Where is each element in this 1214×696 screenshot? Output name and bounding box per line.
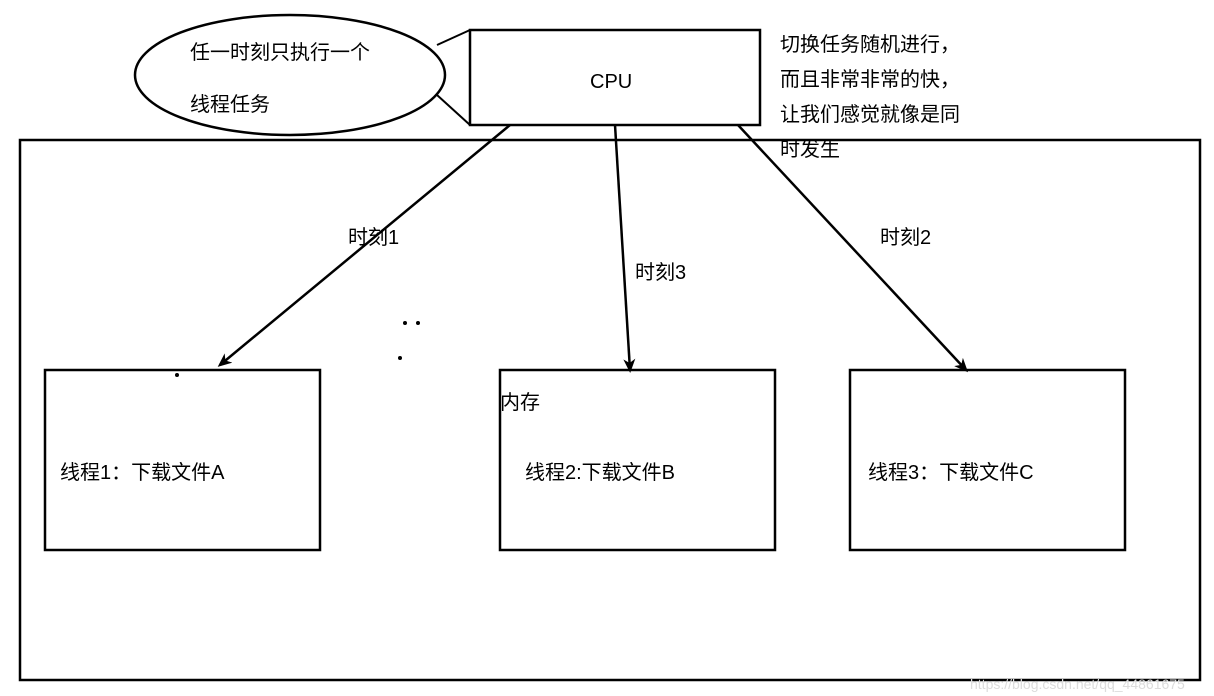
ellipse-note-line1: 任一时刻只执行一个 xyxy=(190,36,370,65)
stray-dot-2 xyxy=(398,356,402,360)
ellipse-note-line2: 线程任务 xyxy=(190,88,270,117)
stray-dot-3 xyxy=(175,373,179,377)
thread-label-3: 线程3：下载文件C xyxy=(868,456,1034,485)
ellipse-note xyxy=(135,15,445,135)
arrow-label-1: 时刻1 xyxy=(348,221,399,250)
memory-label: 内存 xyxy=(500,386,540,415)
connector-line-0 xyxy=(437,30,470,45)
arrow-label-2: 时刻3 xyxy=(635,256,686,285)
cpu-label: CPU xyxy=(590,71,632,94)
stray-dot-0 xyxy=(403,321,407,325)
thread-label-1: 线程1：下载文件A xyxy=(60,456,224,485)
diagram-svg xyxy=(0,0,1214,696)
side-note: 切换任务随机进行， 而且非常非常的快， 让我们感觉就像是同 时发生 xyxy=(780,28,960,168)
connector-line-1 xyxy=(437,95,470,125)
watermark: https://blog.csdn.net/qq_44861675 xyxy=(970,676,1185,692)
arrow-2 xyxy=(615,125,630,370)
arrow-label-3: 时刻2 xyxy=(880,221,931,250)
thread-label-2: 线程2:下载文件B xyxy=(525,456,675,485)
memory-box xyxy=(20,140,1200,680)
stray-dot-1 xyxy=(416,321,420,325)
